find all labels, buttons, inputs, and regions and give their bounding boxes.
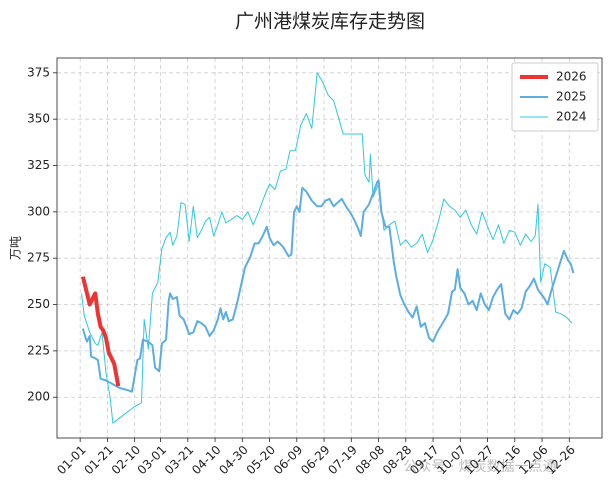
x-tick-label: 08-08 xyxy=(353,443,388,478)
chart-title: 广州港煤炭库存走势图 xyxy=(235,11,425,33)
y-tick-label: 300 xyxy=(27,204,50,218)
y-tick-label: 225 xyxy=(27,343,50,357)
y-tick-label: 325 xyxy=(27,158,50,172)
y-tick-label: 375 xyxy=(27,65,50,79)
x-tick-label: 06-29 xyxy=(298,443,333,478)
y-axis-label: 万吨 xyxy=(9,236,23,260)
y-tick-label: 275 xyxy=(27,251,50,265)
x-tick-label: 01-01 xyxy=(54,443,89,478)
x-tick-label: 07-19 xyxy=(325,443,360,478)
series-line xyxy=(80,276,121,387)
y-tick-label: 200 xyxy=(27,390,50,404)
x-tick-label: 01-21 xyxy=(81,443,116,478)
watermark: 公众号 · 煤炭数据一点通 xyxy=(403,459,556,475)
x-tick-label: 03-01 xyxy=(135,443,170,478)
x-tick-label: 03-21 xyxy=(162,443,197,478)
x-tick-label: 05-20 xyxy=(244,443,279,478)
legend-label: 2024 xyxy=(556,110,587,124)
y-tick-label: 250 xyxy=(27,297,50,311)
x-tick-label: 06-09 xyxy=(271,443,306,478)
y-tick-label: 350 xyxy=(27,112,50,126)
series-line xyxy=(81,72,573,424)
legend-box xyxy=(511,62,599,132)
x-tick-label: 04-10 xyxy=(189,443,224,478)
x-tick-label: 04-30 xyxy=(216,443,251,478)
legend-label: 2026 xyxy=(556,70,587,84)
series-line xyxy=(81,179,575,393)
legend-label: 2025 xyxy=(556,90,587,104)
plot-frame xyxy=(56,57,603,439)
